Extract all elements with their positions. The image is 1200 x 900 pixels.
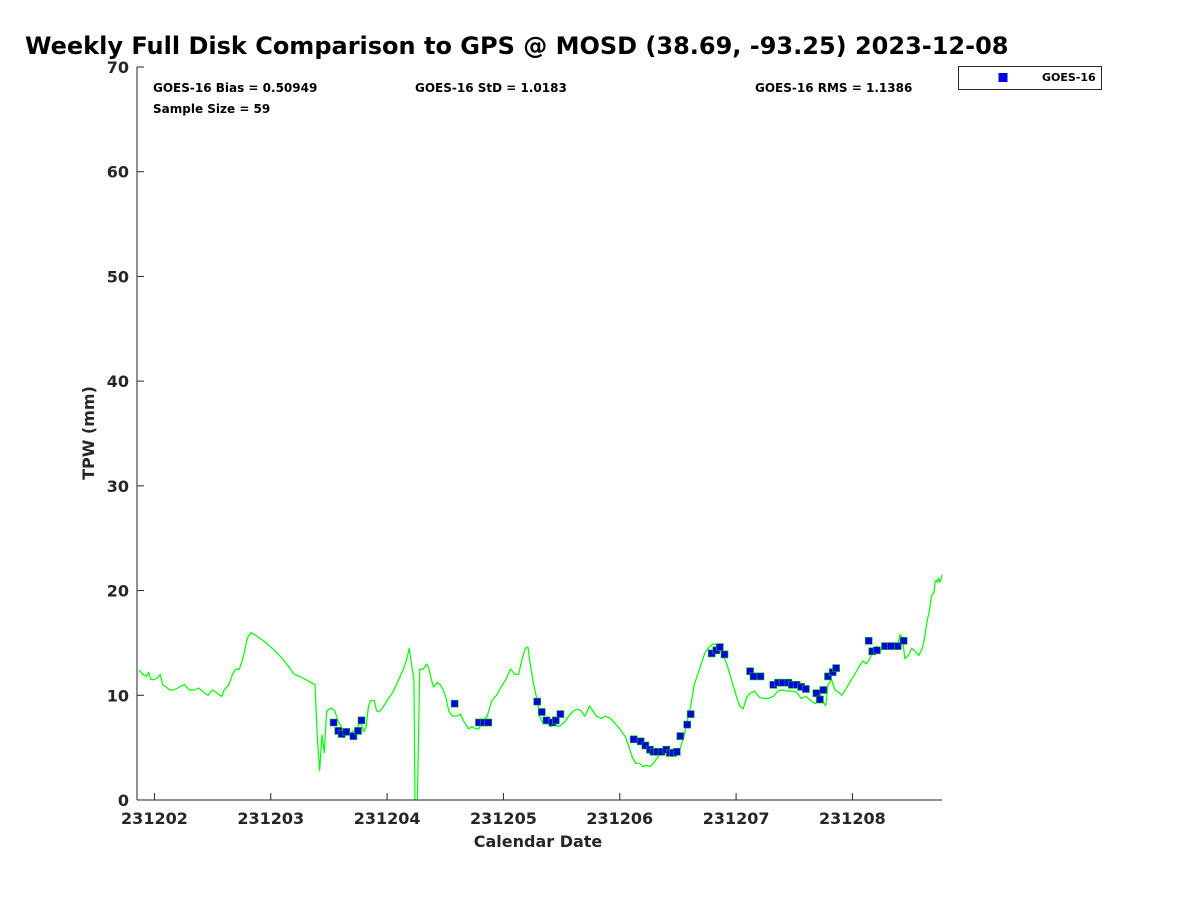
goes16-point	[720, 650, 729, 659]
x-axis-label: Calendar Date	[474, 832, 603, 851]
y-tick-label: 60	[107, 163, 129, 182]
chart-title: Weekly Full Disk Comparison to GPS @ MOS…	[25, 32, 1008, 60]
rms-stat: GOES-16 RMS = 1.1386	[755, 81, 912, 95]
y-tick-label: 10	[107, 686, 129, 705]
goes16-point	[864, 636, 873, 645]
x-tick-label: 231207	[703, 809, 770, 828]
goes16-point	[873, 646, 881, 655]
goes16-point	[816, 695, 824, 704]
goes16-point	[533, 697, 542, 706]
axes: 0 10 20 30 40 50 60 70 231202 231203 231204 231205…	[107, 58, 942, 828]
goes16-point	[819, 686, 828, 694]
goes16-point	[886, 642, 895, 650]
goes16-point	[357, 716, 366, 725]
goes16-point	[686, 710, 695, 718]
goes16-point	[636, 737, 645, 746]
goes16-point	[824, 672, 832, 681]
goes16-point	[899, 636, 908, 645]
legend-box	[958, 66, 1102, 90]
goes16-point	[329, 718, 338, 727]
goes16-point	[450, 699, 459, 708]
goes16-point	[749, 672, 758, 681]
plot-area	[138, 574, 943, 801]
goes16-point	[802, 685, 810, 693]
goes16-point	[484, 718, 493, 727]
y-tick-label: 0	[118, 791, 129, 810]
goes16-point	[812, 689, 821, 698]
x-ticks: 231202 231203 231204 231205 231206 231207 2312…	[121, 793, 886, 828]
goes16-point	[556, 710, 565, 718]
goes16-point	[354, 727, 362, 735]
goes16-point	[629, 735, 638, 744]
y-tick-label: 40	[107, 372, 129, 391]
goes16-point	[715, 643, 724, 651]
legend-label-goes16: GOES-16	[1042, 71, 1096, 84]
x-tick-label: 231208	[819, 809, 886, 828]
x-tick-label: 231203	[237, 809, 304, 828]
goes-marker-layer	[329, 636, 908, 757]
legend-marker-goes16	[998, 73, 1008, 82]
y-axis-label: TPW (mm)	[79, 386, 98, 480]
y-tick-label: 70	[107, 58, 129, 77]
goes16-point	[641, 741, 650, 750]
x-tick-label: 231204	[354, 809, 421, 828]
goes16-point	[676, 732, 685, 740]
y-ticks: 0 10 20 30 40 50 60 70	[107, 58, 144, 810]
goes16-point	[683, 720, 692, 729]
y-tick-label: 50	[107, 267, 129, 286]
sample-size-stat: Sample Size = 59	[153, 102, 270, 116]
x-tick-label: 231202	[121, 809, 188, 828]
x-tick-label: 231206	[586, 809, 653, 828]
goes16-point	[893, 642, 902, 650]
goes16-point	[342, 728, 351, 736]
std-stat: GOES-16 StD = 1.0183	[415, 81, 567, 95]
y-tick-label: 30	[107, 477, 129, 496]
goes16-point	[537, 708, 546, 716]
goes16-point	[349, 732, 358, 740]
bias-stat: GOES-16 Bias = 0.50949	[153, 81, 317, 95]
y-tick-label: 20	[107, 582, 129, 601]
x-tick-label: 231205	[470, 809, 537, 828]
goes16-point	[672, 747, 681, 756]
legend: GOES-16	[958, 66, 1102, 90]
goes16-point	[832, 664, 840, 672]
goes16-point	[551, 716, 560, 725]
stats-annotations: GOES-16 Bias = 0.50949 GOES-16 StD = 1.0…	[153, 81, 912, 116]
goes16-point	[756, 672, 765, 681]
